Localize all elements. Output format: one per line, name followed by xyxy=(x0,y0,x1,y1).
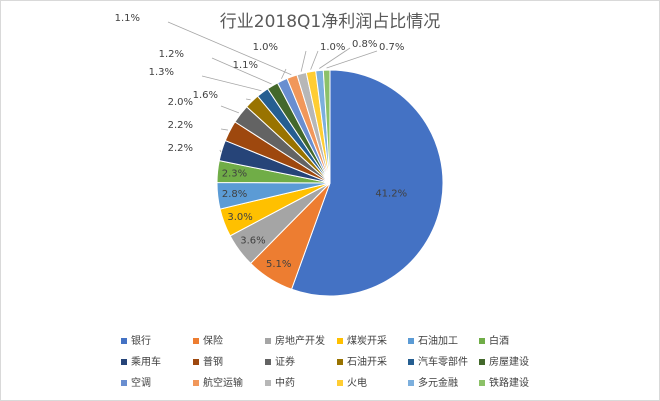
legend-label: 保险 xyxy=(203,334,223,347)
data-label: 41.2% xyxy=(375,189,407,200)
legend-swatch xyxy=(337,338,343,344)
data-label: 3.0% xyxy=(227,212,252,223)
legend-label: 煤炭开采 xyxy=(347,334,387,347)
leader-line xyxy=(326,50,378,69)
legend-label: 铁路建设 xyxy=(489,376,529,389)
data-label: 2.8% xyxy=(222,189,247,200)
legend-swatch xyxy=(408,338,414,344)
data-label: 1.0% xyxy=(320,42,345,53)
legend-label: 乘用车 xyxy=(131,355,161,368)
leader-line xyxy=(220,105,240,114)
pie-slice xyxy=(322,69,331,184)
legend-label: 白酒 xyxy=(489,334,509,347)
data-label: 2.2% xyxy=(168,143,193,154)
data-label: 1.0% xyxy=(253,42,278,53)
data-label: 2.0% xyxy=(168,97,193,108)
legend-swatch xyxy=(479,338,485,344)
legend-swatch xyxy=(479,380,485,386)
legend-swatch xyxy=(337,380,343,386)
legend-swatch xyxy=(479,359,485,365)
leader-line xyxy=(245,98,251,101)
legend-swatch xyxy=(337,359,343,365)
legend-label: 空调 xyxy=(131,376,151,389)
legend-label: 多元金融 xyxy=(418,376,458,389)
legend-label: 房屋建设 xyxy=(489,355,529,368)
leader-line xyxy=(211,57,272,85)
data-label: 1.1% xyxy=(233,60,258,71)
legend-swatch xyxy=(408,380,414,386)
data-label: 1.3% xyxy=(149,67,174,78)
legend-swatch xyxy=(193,380,199,386)
leader-line xyxy=(319,47,351,69)
legend-label: 汽车零部件 xyxy=(418,355,468,368)
legend-swatch xyxy=(121,359,127,365)
legend-swatch xyxy=(121,380,127,386)
legend-label: 石油开采 xyxy=(347,355,387,368)
data-label: 0.7% xyxy=(379,42,404,53)
legend-swatch xyxy=(265,338,271,344)
legend-label: 航空运输 xyxy=(203,376,243,389)
leader-line xyxy=(167,21,292,76)
legend-swatch xyxy=(193,359,199,365)
data-label: 1.1% xyxy=(115,13,140,24)
legend-swatch xyxy=(265,380,271,386)
data-label: 1.6% xyxy=(193,90,218,101)
data-label: 2.3% xyxy=(222,168,247,179)
legend-label: 房地产开发 xyxy=(275,334,325,347)
leader-line xyxy=(300,50,307,72)
leader-line xyxy=(220,128,228,131)
pie-slice xyxy=(290,69,444,297)
legend-label: 中药 xyxy=(275,376,295,389)
legend-swatch xyxy=(265,359,271,365)
legend-label: 火电 xyxy=(347,376,367,389)
data-label: 3.6% xyxy=(240,235,265,246)
legend-label: 银行 xyxy=(131,334,151,347)
data-label: 1.2% xyxy=(159,49,184,60)
legend-label: 普钢 xyxy=(203,355,223,368)
legend-swatch xyxy=(408,359,414,365)
data-label: 0.8% xyxy=(352,39,377,50)
legend-swatch xyxy=(193,338,199,344)
legend-label: 证券 xyxy=(275,355,295,368)
legend-label: 石油加工 xyxy=(418,334,458,347)
leader-line xyxy=(310,50,319,70)
leader-line xyxy=(219,149,222,153)
data-label: 2.2% xyxy=(168,120,193,131)
data-label: 5.1% xyxy=(266,259,291,270)
leader-line xyxy=(201,75,262,92)
leader-line xyxy=(281,68,287,79)
chart-title: 行业2018Q1净利润占比情况 xyxy=(220,12,440,32)
legend-swatch xyxy=(121,338,127,344)
